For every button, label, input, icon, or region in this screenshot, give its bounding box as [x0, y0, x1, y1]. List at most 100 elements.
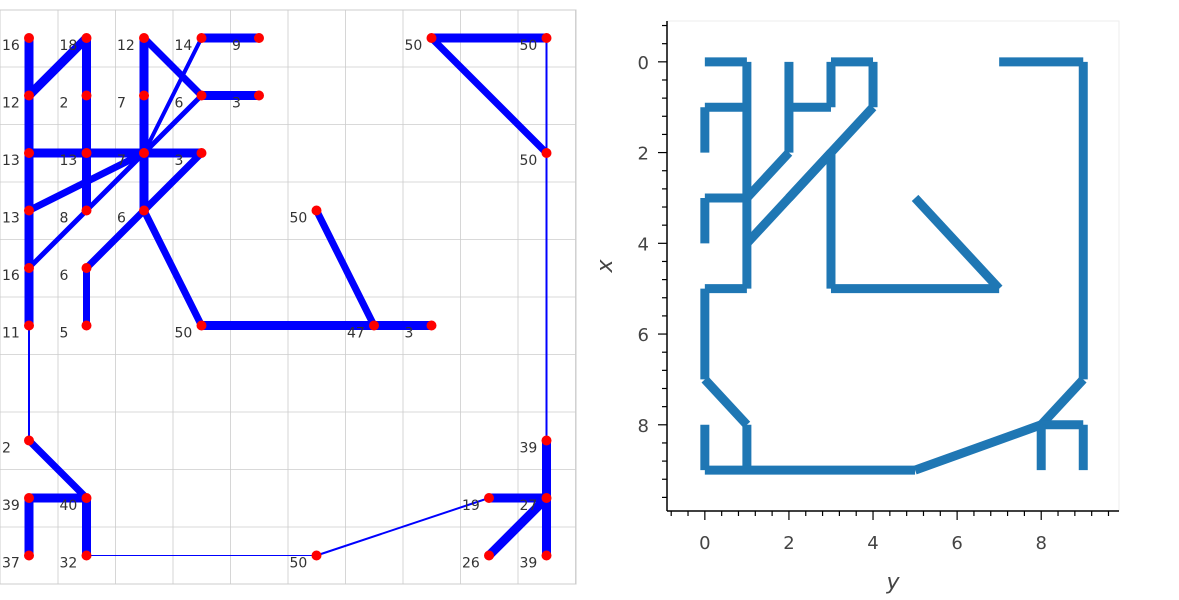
node-label: 12 [2, 96, 20, 112]
graph-node [369, 320, 379, 331]
graph-node [24, 550, 34, 561]
graph-edge [313, 207, 378, 329]
graph-node [139, 148, 149, 158]
x-tick-label: 8 [1035, 533, 1046, 554]
plot-axes: 0 2 4 6 8 0 2 4 6 8 [638, 21, 1119, 554]
node-label: 19 [462, 498, 480, 514]
graph-node [24, 33, 34, 43]
graph-node [139, 33, 149, 43]
line-plot-panel: 0 2 4 6 8 0 2 4 6 8 y x [593, 20, 1120, 595]
x-tick-label: 6 [951, 533, 962, 554]
graph-node [139, 90, 149, 101]
node-label: 39 [2, 498, 20, 514]
node-label: 11 [2, 326, 20, 342]
plot-segment [1037, 376, 1087, 428]
node-label: 6 [60, 268, 69, 284]
node-label: 9 [232, 38, 241, 54]
graph-node [426, 33, 437, 43]
node-label: 50 [290, 211, 308, 227]
graph-edge [25, 149, 148, 214]
graph-edge [315, 497, 490, 557]
node-label: 3 [232, 96, 241, 112]
plot-segment [913, 420, 1043, 475]
y-tick-label: 0 [638, 53, 649, 74]
node-label: 7 [117, 96, 126, 112]
node-label: 3 [175, 153, 184, 169]
node-label: 14 [175, 38, 193, 54]
plot-segment [785, 149, 835, 202]
graph-node [81, 148, 92, 158]
graph-node [81, 320, 92, 331]
graph-node [311, 205, 322, 216]
node-label: 16 [2, 38, 20, 54]
node-label: 50 [290, 556, 308, 572]
node-label: 50 [175, 326, 193, 342]
graph-edge [140, 34, 205, 99]
graph-node [196, 320, 207, 331]
node-label: 26 [462, 556, 480, 572]
graph-node [24, 493, 34, 503]
graph-node [311, 550, 322, 561]
y-axis-label: x [593, 259, 618, 274]
node-label: 3 [405, 326, 414, 342]
graph-node [254, 33, 264, 43]
graph-node [541, 148, 552, 158]
node-label: 13 [2, 153, 20, 169]
graph-edges [24, 33, 551, 560]
graph-node [196, 33, 207, 43]
node-label: 27 [520, 498, 538, 514]
graph-node [484, 493, 494, 503]
graph-edge [142, 36, 204, 155]
graph-node [24, 320, 34, 331]
graph-node [139, 205, 149, 216]
node-label: 40 [60, 498, 78, 514]
graph-node [426, 320, 437, 331]
plot-segment [911, 194, 1003, 292]
node-label: 7 [117, 153, 126, 169]
graph-node [254, 90, 264, 101]
plot-line-segments [700, 57, 1088, 475]
graph-node [541, 33, 552, 43]
y-tick-label: 2 [638, 144, 649, 165]
node-label: 5 [60, 326, 69, 342]
x-axis-label: y [885, 570, 900, 595]
x-tick-label: 4 [867, 533, 878, 554]
graph-node [81, 90, 92, 101]
graph-node [24, 263, 34, 273]
node-label: 50 [405, 38, 423, 54]
node-label: 16 [2, 268, 20, 284]
graph-node [24, 90, 34, 101]
graph-node [484, 550, 494, 561]
node-label: 37 [2, 556, 20, 572]
graph-node [196, 90, 207, 101]
graph-edge [428, 34, 550, 157]
graph-edge [25, 437, 90, 502]
node-label: 13 [60, 153, 78, 169]
x-tick-label: 0 [699, 533, 710, 554]
graph-node [81, 263, 92, 273]
graph-node [24, 148, 34, 158]
plot-segment [743, 149, 793, 202]
graph-node [81, 205, 92, 216]
y-tick-label: 8 [638, 416, 649, 437]
y-tick-label: 4 [638, 234, 649, 255]
node-label: 47 [347, 326, 365, 342]
y-tick-label: 6 [638, 325, 649, 346]
node-label: 32 [60, 556, 78, 572]
graph-edge [26, 93, 204, 271]
graph-edge [140, 207, 205, 329]
graph-node [541, 493, 552, 503]
plot-area [666, 20, 1120, 512]
graph-node [81, 493, 92, 503]
graph-node [24, 435, 34, 446]
node-label: 13 [2, 211, 20, 227]
node-label: 6 [175, 96, 184, 112]
node-label: 6 [117, 211, 126, 227]
graph-node [541, 435, 552, 446]
node-label: 2 [60, 96, 69, 112]
plot-segment [701, 376, 751, 428]
node-label: 39 [520, 441, 538, 457]
x-tick-label: 2 [783, 533, 794, 554]
graph-grid [0, 10, 576, 584]
